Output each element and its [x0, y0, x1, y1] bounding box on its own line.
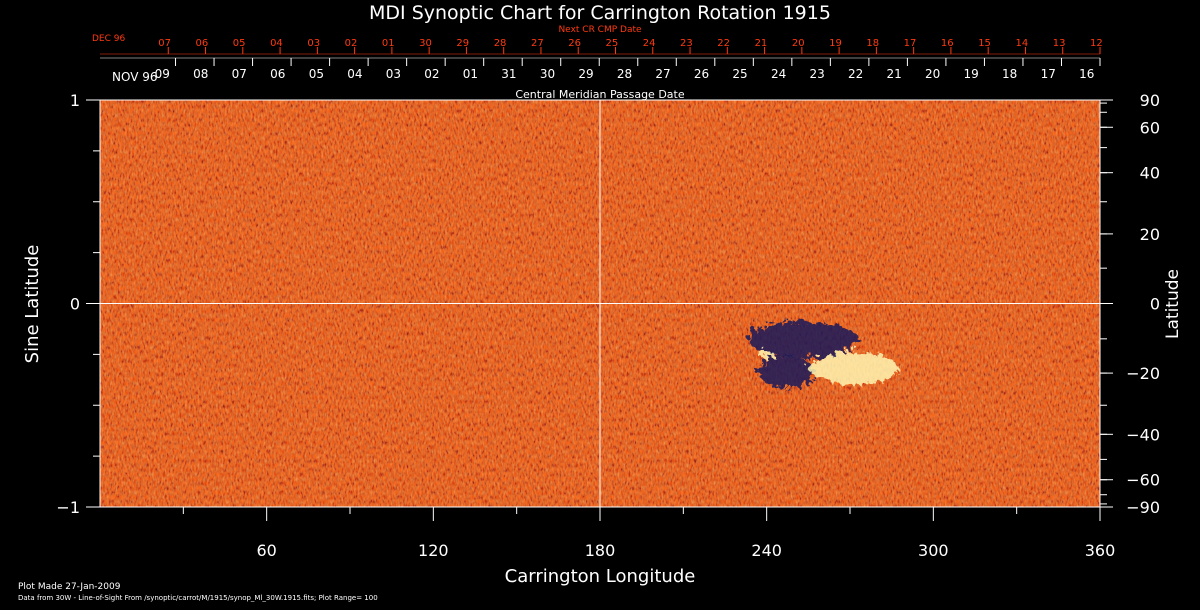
cmp-date-label: 27	[655, 67, 670, 81]
negative-polarity-region	[744, 317, 856, 355]
x-tick-label: 180	[585, 541, 616, 560]
top-axis-label: Central Meridian Passage Date	[515, 88, 684, 101]
lat-tick-label: −40	[1126, 425, 1160, 444]
cmp-date-label: 08	[193, 67, 208, 81]
footer-plot-made: Plot Made 27-Jan-2009	[18, 582, 121, 592]
next-date-label: 24	[643, 38, 656, 49]
cmp-date-label: 16	[1079, 67, 1094, 81]
x-tick-label: 60	[256, 541, 276, 560]
next-date-label: 12	[1090, 38, 1103, 49]
cmp-date-label: 19	[964, 67, 979, 81]
cmp-date-label: 23	[809, 67, 824, 81]
negative-polarity-region	[755, 352, 812, 385]
next-date-label: 15	[978, 38, 991, 49]
cmp-date-label: 03	[386, 67, 401, 81]
cmp-date-label: 04	[347, 67, 362, 81]
cmp-date-label: 01	[463, 67, 478, 81]
next-date-label: 23	[680, 38, 693, 49]
next-date-label: 30	[419, 38, 432, 49]
next-date-label: 26	[568, 38, 581, 49]
chart-title: MDI Synoptic Chart for Carrington Rotati…	[369, 2, 831, 24]
next-date-label: 29	[456, 38, 469, 49]
cmp-date-label: 21	[886, 67, 901, 81]
next-axis-label: Next CR CMP Date	[558, 25, 642, 35]
next-date-label: 02	[345, 38, 358, 49]
next-date-label: 01	[382, 38, 395, 49]
lat-tick-label: −20	[1126, 364, 1160, 383]
next-date-label: 17	[904, 38, 917, 49]
next-date-label: 16	[941, 38, 954, 49]
cmp-date-label: 02	[424, 67, 439, 81]
lat-tick-label: 90	[1140, 91, 1160, 110]
x-axis-label: Carrington Longitude	[505, 566, 696, 587]
next-axis-ticks: 07 06 05 04 03 02 01 30 29 28 27 26 25 24 23 22 21 20 19 18…	[100, 38, 1103, 55]
positive-polarity-region	[755, 348, 773, 357]
y-tick-label: −1	[56, 498, 80, 517]
cmp-axis-month: NOV 96	[112, 70, 158, 84]
cmp-date-label: 31	[501, 67, 516, 81]
next-date-label: 20	[792, 38, 805, 49]
cmp-date-label: 20	[925, 67, 940, 81]
cmp-date-label: 25	[732, 67, 747, 81]
next-date-label: 27	[531, 38, 544, 49]
y-axis-right-label: Latitude	[1163, 269, 1183, 339]
cmp-date-label: 30	[540, 67, 555, 81]
x-tick-label: 240	[751, 541, 782, 560]
next-date-label: 18	[866, 38, 879, 49]
y-tick-label: 0	[70, 295, 80, 314]
cmp-date-label: 28	[617, 67, 632, 81]
next-date-label: 07	[158, 38, 171, 49]
next-axis-month: DEC 96	[92, 34, 125, 44]
magnetic-features	[744, 317, 895, 385]
y-axis-right: 90 60 40 20 0 −20 −40 −60 −90	[1100, 91, 1160, 517]
next-date-label: 21	[755, 38, 768, 49]
lat-tick-label: −90	[1126, 498, 1160, 517]
cmp-date-label: 22	[848, 67, 863, 81]
cmp-date-label: 09	[155, 67, 170, 81]
cmp-date-label: 18	[1002, 67, 1017, 81]
positive-polarity-region	[805, 348, 895, 381]
y-axis-left-label: Sine Latitude	[22, 245, 43, 364]
x-tick-label: 300	[918, 541, 949, 560]
cmp-axis-ticks: 09 08 07 06 05 04 03 02 01 31 30 29 28 27 26 25 24 23 22 21…	[100, 57, 1101, 81]
lat-tick-label: 60	[1140, 118, 1160, 137]
cmp-date-label: 29	[578, 67, 593, 81]
lat-tick-label: 20	[1140, 225, 1160, 244]
plot-area	[99, 99, 1101, 508]
x-tick-label: 360	[1085, 541, 1116, 560]
y-axis-left: 1 0 −1	[56, 91, 100, 517]
cmp-date-label: 06	[270, 67, 285, 81]
next-date-label: 25	[605, 38, 618, 49]
next-date-label: 13	[1053, 38, 1066, 49]
x-tick-label: 120	[418, 541, 449, 560]
cmp-date-label: 17	[1041, 67, 1056, 81]
next-date-label: 28	[494, 38, 507, 49]
next-date-label: 05	[233, 38, 246, 49]
y-tick-label: 1	[70, 91, 80, 110]
lat-tick-label: 40	[1140, 164, 1160, 183]
footer-data-source: Data from 30W - Line-of-Sight From /syno…	[18, 594, 378, 602]
lat-tick-label: 0	[1150, 295, 1160, 314]
lat-tick-label: −60	[1126, 471, 1160, 490]
cmp-date-label: 07	[232, 67, 247, 81]
cmp-date-label: 24	[771, 67, 786, 81]
cmp-date-label: 05	[309, 67, 324, 81]
next-date-label: 04	[270, 38, 283, 49]
next-date-label: 22	[717, 38, 730, 49]
cmp-date-label: 26	[694, 67, 709, 81]
x-axis: 60 120 180 240 300 360	[182, 507, 1116, 560]
next-date-label: 06	[196, 38, 209, 49]
next-date-label: 19	[829, 38, 842, 49]
next-date-label: 14	[1015, 38, 1028, 49]
next-date-label: 03	[307, 38, 320, 49]
